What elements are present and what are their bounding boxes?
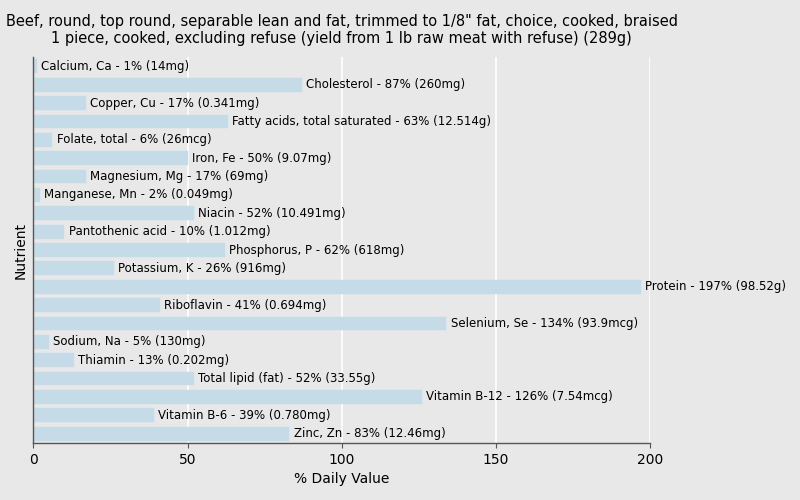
Text: Thiamin - 13% (0.202mg): Thiamin - 13% (0.202mg) [78, 354, 230, 366]
Text: Magnesium, Mg - 17% (69mg): Magnesium, Mg - 17% (69mg) [90, 170, 269, 183]
Bar [34, 298, 160, 312]
Text: Protein - 197% (98.52g): Protein - 197% (98.52g) [645, 280, 786, 293]
Bar [34, 280, 641, 293]
Text: Selenium, Se - 134% (93.9mcg): Selenium, Se - 134% (93.9mcg) [451, 317, 638, 330]
Text: Manganese, Mn - 2% (0.049mg): Manganese, Mn - 2% (0.049mg) [44, 188, 233, 202]
Bar [34, 390, 422, 404]
Bar [34, 408, 154, 422]
X-axis label: % Daily Value: % Daily Value [294, 472, 390, 486]
Text: Phosphorus, P - 62% (618mg): Phosphorus, P - 62% (618mg) [229, 244, 405, 256]
Bar [34, 262, 114, 276]
Y-axis label: Nutrient: Nutrient [14, 222, 28, 278]
Text: Pantothenic acid - 10% (1.012mg): Pantothenic acid - 10% (1.012mg) [69, 225, 270, 238]
Bar [34, 335, 49, 348]
Text: Copper, Cu - 17% (0.341mg): Copper, Cu - 17% (0.341mg) [90, 96, 260, 110]
Bar [34, 427, 290, 440]
Title: Beef, round, top round, separable lean and fat, trimmed to 1/8" fat, choice, coo: Beef, round, top round, separable lean a… [6, 14, 678, 46]
Bar [34, 60, 37, 73]
Bar [34, 316, 446, 330]
Bar [34, 133, 52, 146]
Bar [34, 206, 194, 220]
Text: Iron, Fe - 50% (9.07mg): Iron, Fe - 50% (9.07mg) [192, 152, 331, 164]
Text: Vitamin B-12 - 126% (7.54mcg): Vitamin B-12 - 126% (7.54mcg) [426, 390, 613, 404]
Text: Fatty acids, total saturated - 63% (12.514g): Fatty acids, total saturated - 63% (12.5… [232, 115, 491, 128]
Text: Zinc, Zn - 83% (12.46mg): Zinc, Zn - 83% (12.46mg) [294, 427, 446, 440]
Bar [34, 78, 302, 92]
Text: Cholesterol - 87% (260mg): Cholesterol - 87% (260mg) [306, 78, 466, 91]
Text: Calcium, Ca - 1% (14mg): Calcium, Ca - 1% (14mg) [41, 60, 190, 73]
Text: Niacin - 52% (10.491mg): Niacin - 52% (10.491mg) [198, 207, 346, 220]
Bar [34, 188, 40, 202]
Bar [34, 225, 64, 238]
Text: Vitamin B-6 - 39% (0.780mg): Vitamin B-6 - 39% (0.780mg) [158, 409, 330, 422]
Text: Potassium, K - 26% (916mg): Potassium, K - 26% (916mg) [118, 262, 286, 275]
Bar [34, 243, 225, 257]
Bar [34, 170, 86, 183]
Text: Riboflavin - 41% (0.694mg): Riboflavin - 41% (0.694mg) [165, 298, 326, 312]
Bar [34, 372, 194, 386]
Text: Sodium, Na - 5% (130mg): Sodium, Na - 5% (130mg) [54, 336, 206, 348]
Bar [34, 114, 227, 128]
Bar [34, 354, 74, 367]
Text: Folate, total - 6% (26mcg): Folate, total - 6% (26mcg) [57, 134, 211, 146]
Bar [34, 96, 86, 110]
Bar [34, 152, 187, 165]
Text: Total lipid (fat) - 52% (33.55g): Total lipid (fat) - 52% (33.55g) [198, 372, 376, 385]
